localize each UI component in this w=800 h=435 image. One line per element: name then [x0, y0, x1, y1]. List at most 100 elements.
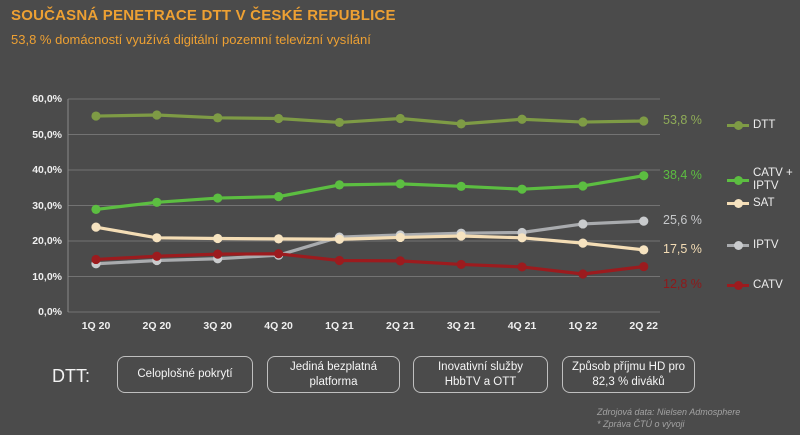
data-point-dtt [517, 114, 527, 124]
page-subtitle: 53,8 % domácností využívá digitální poze… [11, 32, 371, 47]
x-axis-tick-label: 4Q 21 [507, 320, 537, 332]
line-chart: 0,0% 10,0% 20,0% 30,0% 40,0% 50,0% 60,0% 1Q 20 2… [0, 90, 800, 345]
data-point-catv-iptv [273, 192, 284, 202]
data-point-catv [517, 262, 527, 272]
legend-dot [734, 175, 743, 185]
legend-marker-icon [727, 175, 749, 185]
data-point-dtt [395, 113, 405, 124]
series-value-label-dtt: 53,8 % [663, 113, 702, 127]
data-point-catv [91, 254, 101, 265]
data-point-catv-iptv [517, 184, 527, 194]
y-axis-tick-label: 10,0% [32, 270, 62, 283]
data-point-catv [334, 255, 345, 266]
legend-dot [734, 199, 743, 209]
data-point-dtt [152, 110, 162, 120]
legend-label: CATV + IPTV [753, 167, 793, 193]
series-value-label-sat: 17,5 % [663, 241, 702, 256]
y-axis-tick-label: 50,0% [32, 128, 62, 141]
source-line-2: * Zpráva ČTÚ o vývoji [597, 419, 685, 430]
data-point-catv [273, 249, 284, 259]
data-point-sat [91, 222, 101, 232]
data-point-sat [456, 231, 466, 241]
x-axis-tick-label: 3Q 20 [203, 320, 233, 332]
data-point-sat [578, 238, 588, 248]
data-point-catv-iptv [639, 171, 649, 181]
data-point-dtt [213, 113, 223, 123]
chart-svg [67, 98, 660, 313]
data-point-catv-iptv [91, 204, 101, 215]
source-line-1: Zdrojová data: Nielsen Admosphere [597, 407, 741, 417]
data-point-catv-iptv [456, 181, 466, 191]
data-point-dtt [273, 113, 284, 124]
data-point-catv [456, 259, 466, 270]
x-axis-tick-label: 2Q 22 [629, 320, 659, 332]
data-point-catv [639, 261, 649, 272]
y-axis-tick-label: 0,0% [38, 306, 62, 318]
series-value-label-catv-iptv: 38,4 % [663, 167, 702, 182]
y-axis-tick-label: 20,0% [32, 235, 62, 247]
data-point-sat [517, 233, 527, 243]
x-axis-tick-label: 1Q 20 [81, 320, 111, 332]
series-value-label-iptv: 25,6 % [663, 213, 702, 228]
data-point-sat [273, 234, 284, 244]
legend-dot [734, 121, 743, 131]
data-point-sat [395, 232, 405, 243]
dtt-row-label: DTT: [52, 366, 90, 386]
data-point-sat [639, 245, 649, 255]
legend-marker-icon [727, 241, 749, 251]
data-point-catv [152, 251, 162, 261]
series-line-sat [95, 225, 644, 252]
series-line-catv [95, 252, 644, 276]
legend-label: IPTV [753, 239, 779, 251]
data-point-catv-iptv [334, 180, 345, 190]
y-axis-tick-label: 30,0% [32, 199, 62, 212]
legend-marker-icon [727, 199, 749, 209]
legend-dot [734, 241, 743, 251]
dtt-benefit-box-hbbtv: Inovativní služby HbbTV a OTT [413, 356, 548, 393]
data-point-catv-iptv [578, 181, 588, 191]
data-point-catv-iptv [213, 193, 223, 203]
legend-item-catv[interactable]: CATV [727, 279, 783, 292]
legend-dot [734, 281, 743, 291]
x-axis-tick-label: 2Q 21 [385, 320, 415, 332]
legend-item-catv-iptv[interactable]: CATV + IPTV [727, 167, 800, 193]
legend-marker-icon [727, 281, 749, 291]
data-point-catv-iptv [395, 179, 405, 189]
dtt-benefit-box-hd: Způsob příjmu HD pro 82,3 % diváků [562, 356, 695, 393]
data-point-sat [334, 234, 345, 244]
data-point-catv [395, 256, 405, 266]
data-point-catv-iptv [152, 197, 162, 207]
series-value-label-catv: 12,8 % [663, 276, 702, 291]
series-line-dtt [95, 113, 644, 126]
data-point-dtt [578, 117, 588, 127]
legend-item-sat[interactable]: SAT [727, 197, 775, 210]
x-axis-tick-label: 3Q 21 [446, 320, 476, 332]
source-note: Zdrojová data: Nielsen Admosphere * Zprá… [597, 406, 740, 430]
data-point-sat [152, 233, 162, 243]
legend-item-iptv[interactable]: IPTV [727, 239, 779, 252]
x-axis-tick-label: 2Q 20 [142, 320, 172, 332]
x-axis-tick-label: 4Q 20 [264, 320, 293, 332]
data-point-iptv [578, 219, 588, 229]
series-line-catv-iptv [95, 174, 645, 211]
dtt-benefit-box-coverage: Celoplošné pokrytí [117, 356, 253, 393]
data-point-iptv [639, 216, 649, 226]
page-title: SOUČASNÁ PENETRACE DTT V ČESKÉ REPUBLICE [11, 7, 396, 24]
dtt-benefit-box-free: Jediná bezplatná platforma [267, 356, 400, 393]
data-point-dtt [334, 117, 345, 128]
data-point-catv [213, 249, 223, 259]
legend-item-dtt[interactable]: DTT [727, 119, 775, 132]
y-axis-tick-label: 60,0% [32, 93, 62, 105]
series-line-iptv [95, 219, 644, 266]
legend-label: DTT [753, 119, 776, 131]
data-point-dtt [91, 111, 101, 121]
data-point-dtt [456, 119, 466, 129]
legend-marker-icon [727, 121, 749, 131]
x-axis-tick-label: 1Q 21 [325, 320, 354, 332]
y-axis-tick-label: 40,0% [32, 164, 62, 176]
legend-label: SAT [753, 197, 775, 209]
x-axis-tick-label: 1Q 22 [568, 320, 598, 332]
data-point-dtt [639, 116, 649, 126]
data-point-sat [213, 233, 223, 244]
